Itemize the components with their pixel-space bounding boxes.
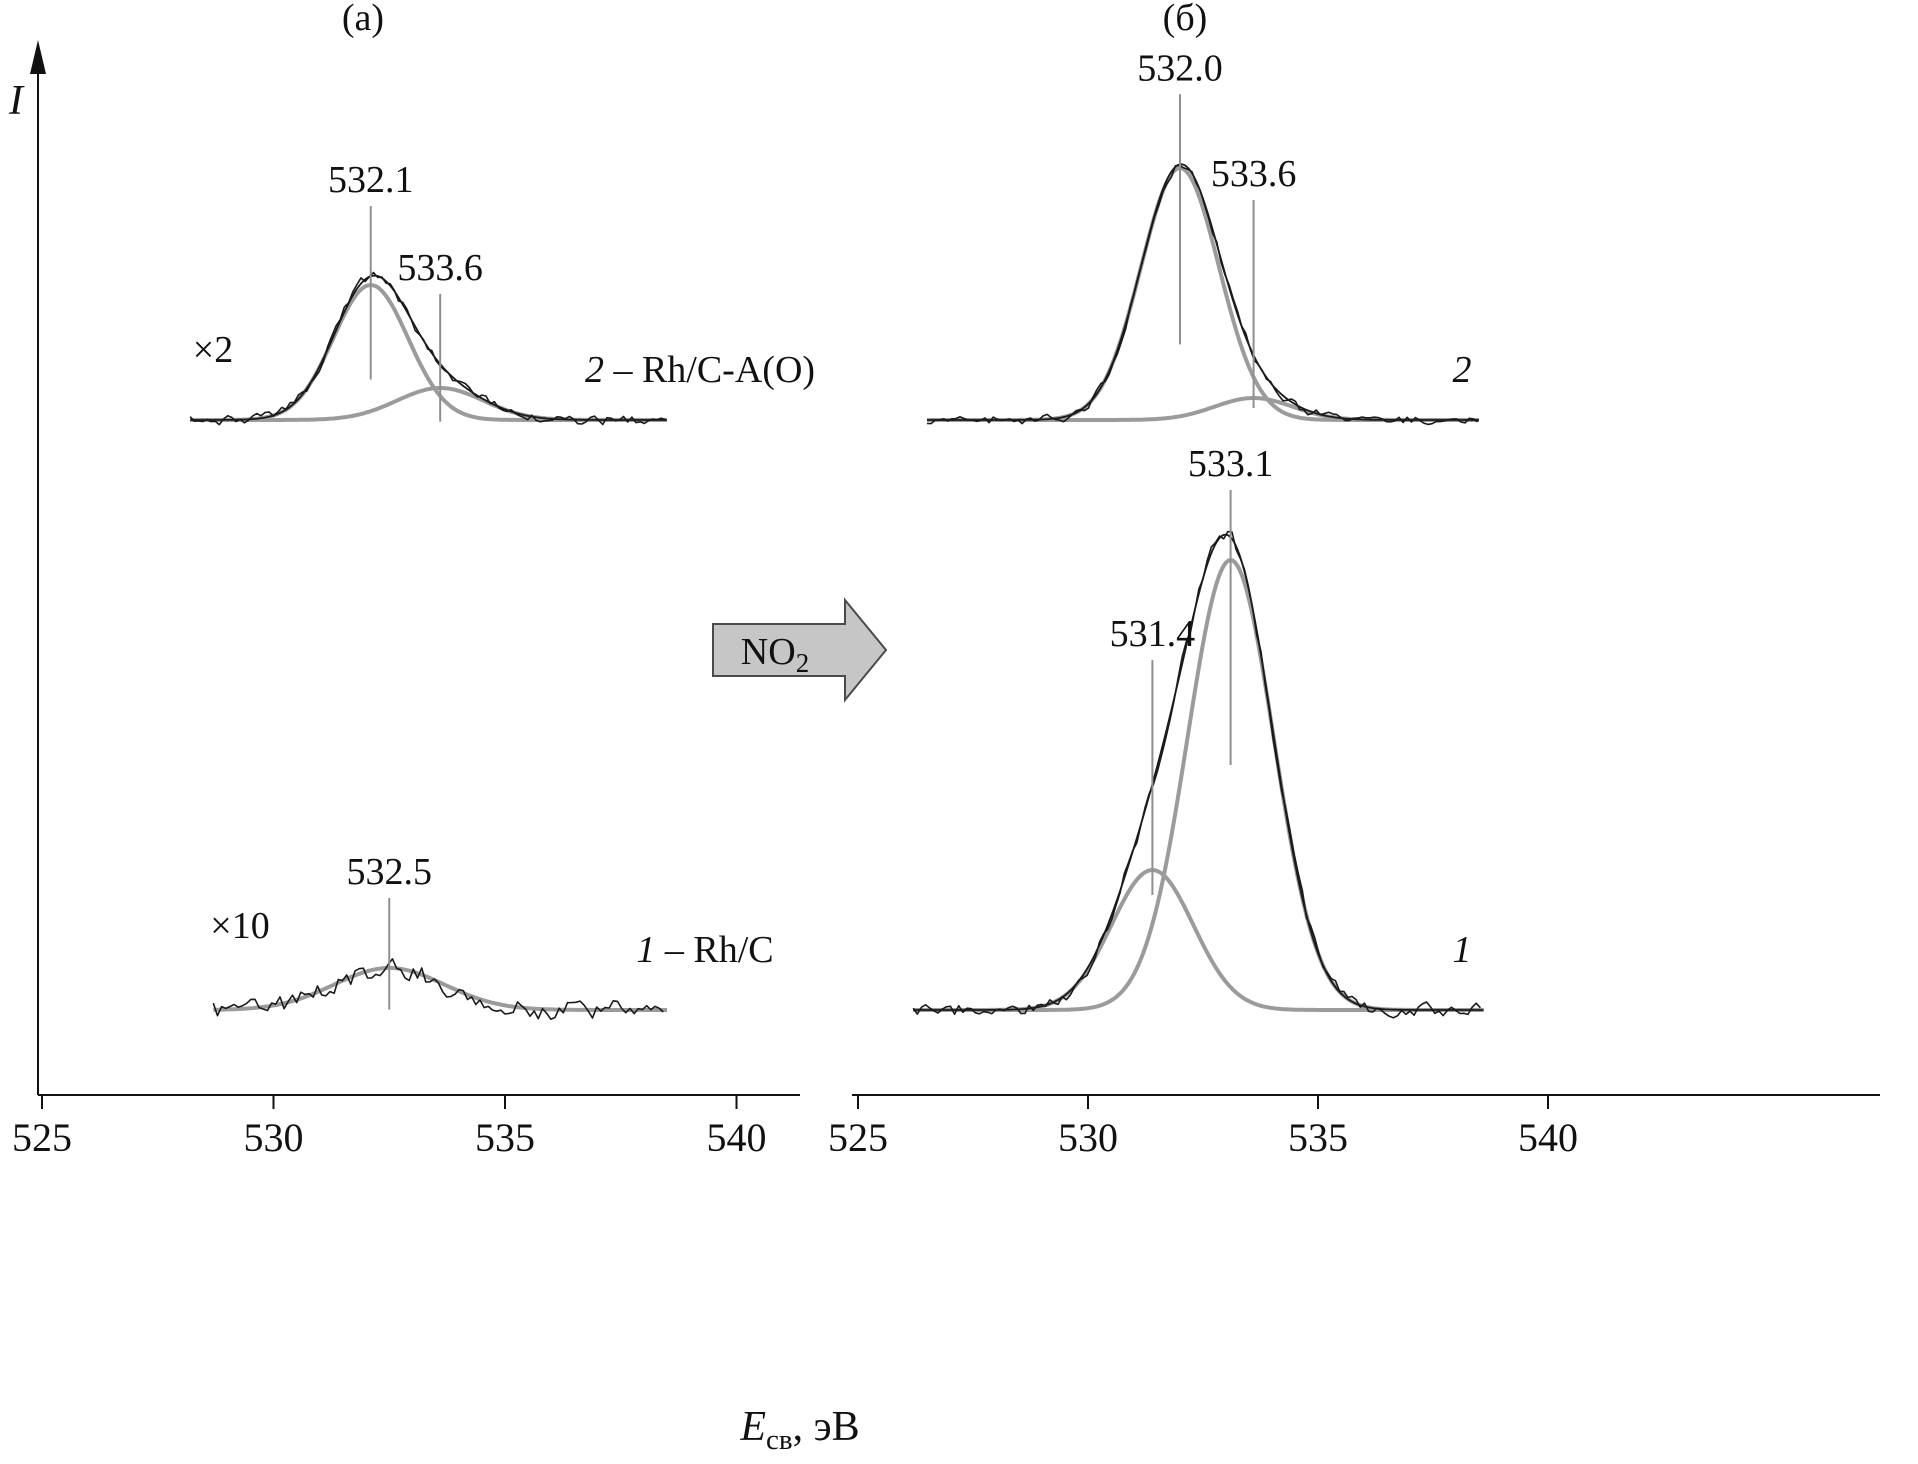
fit-component xyxy=(213,966,667,1012)
spectrum-label: 2 – Rh/C-A(O) xyxy=(585,349,815,391)
spectrum-trace xyxy=(189,271,666,426)
tick-label: 525 xyxy=(828,1115,888,1160)
fit-component xyxy=(913,558,1484,1012)
panel-title: (а) xyxy=(342,0,384,39)
fit-component xyxy=(913,868,1484,1012)
peak-label: 532.0 xyxy=(1137,47,1223,89)
fit-component xyxy=(927,166,1479,422)
tick-label: 525 xyxy=(12,1115,72,1160)
tick-label: 530 xyxy=(244,1115,304,1160)
tick-label: 535 xyxy=(475,1115,535,1160)
spectrum-label: 2 xyxy=(1453,349,1472,391)
y-axis-label: I xyxy=(8,78,25,124)
tick-label: 540 xyxy=(1518,1115,1578,1160)
tick-label: 535 xyxy=(1288,1115,1348,1160)
peak-label: 533.6 xyxy=(1211,153,1297,195)
spectrum-trace xyxy=(212,958,664,1021)
y-axis-arrowhead xyxy=(30,40,46,74)
panel-title: (б) xyxy=(1163,0,1208,39)
x-axis-label: Eсв, эВ xyxy=(739,1404,859,1456)
fit-component xyxy=(927,396,1479,422)
spectrum-trace xyxy=(912,530,1481,1019)
no2-arrow xyxy=(712,597,888,703)
spectrum-trace xyxy=(926,164,1479,426)
tick-label: 540 xyxy=(707,1115,767,1160)
peak-label: 533.1 xyxy=(1188,443,1274,485)
tick-label: 530 xyxy=(1058,1115,1118,1160)
peak-label: 531.4 xyxy=(1110,613,1196,655)
multiplier-label: ×2 xyxy=(193,329,233,371)
peak-label: 533.6 xyxy=(397,247,483,289)
no2-arrow-label: NO2 xyxy=(741,631,809,678)
peak-label: 532.5 xyxy=(347,851,433,893)
spectrum-label: 1 – Rh/C xyxy=(636,929,773,971)
peak-label: 532.1 xyxy=(328,159,414,201)
spectrum-label: 1 xyxy=(1453,929,1472,971)
multiplier-label: ×10 xyxy=(210,905,269,947)
fit-envelope xyxy=(190,274,667,421)
